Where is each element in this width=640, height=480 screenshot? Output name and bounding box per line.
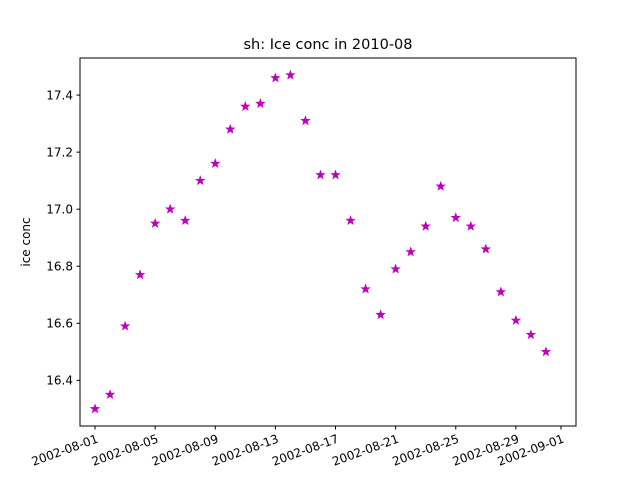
data-point — [180, 215, 191, 226]
data-point — [480, 243, 492, 254]
data-point — [195, 175, 206, 186]
data-point — [300, 115, 311, 126]
data-point — [164, 203, 176, 214]
data-point — [119, 320, 131, 331]
data-point — [360, 283, 371, 294]
data-point — [390, 263, 401, 274]
data-point — [405, 246, 416, 257]
data-point — [420, 220, 431, 231]
y-tick-label: 17.4 — [46, 88, 73, 102]
y-tick-label: 16.6 — [46, 317, 73, 331]
data-point — [89, 403, 101, 414]
plot-area — [79, 57, 577, 427]
y-tick-label: 17.0 — [46, 202, 73, 216]
data-point — [510, 314, 522, 325]
chart-title: sh: Ice conc in 2010-08 — [243, 37, 412, 53]
data-point — [255, 98, 266, 109]
data-point — [345, 215, 356, 226]
data-point — [149, 217, 161, 228]
data-point — [225, 123, 236, 134]
data-point — [435, 180, 446, 191]
y-tick-label: 16.4 — [46, 374, 73, 388]
y-tick-label: 17.2 — [46, 145, 73, 159]
data-point — [210, 158, 221, 168]
data-point — [270, 72, 281, 83]
data-point — [240, 101, 251, 111]
data-point — [330, 169, 341, 180]
data-point — [525, 329, 537, 340]
data-point — [540, 346, 552, 357]
y-axis-label: ice conc — [19, 217, 33, 266]
data-point — [495, 286, 507, 297]
y-tick-label: 16.8 — [46, 260, 73, 274]
data-point — [450, 212, 461, 223]
data-point — [285, 69, 296, 80]
data-point — [375, 309, 386, 320]
data-point — [104, 389, 116, 400]
data-point — [134, 269, 146, 280]
data-point — [315, 169, 326, 180]
data-point — [465, 220, 476, 231]
